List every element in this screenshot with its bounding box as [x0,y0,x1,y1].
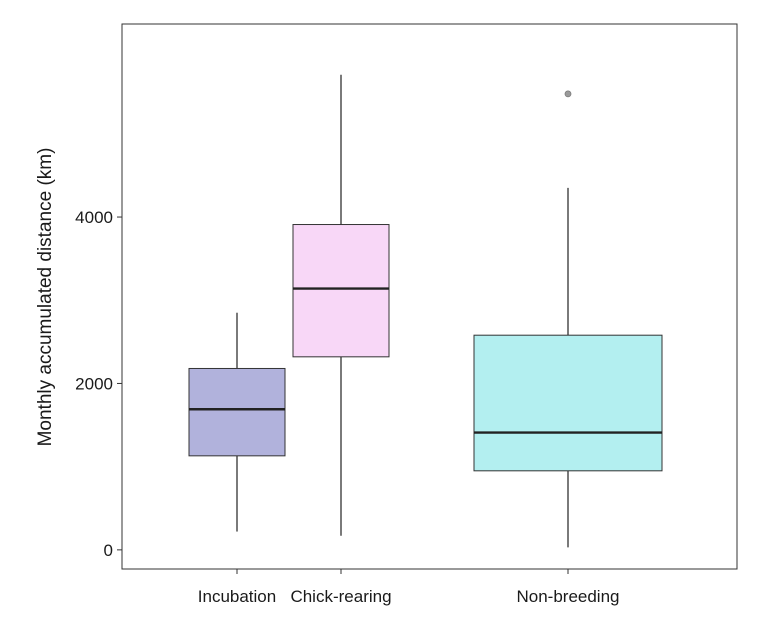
y-axis: 0 2000 4000 [75,208,122,560]
box-incubation [188,367,286,457]
x-tick-label: Non-breeding [516,587,619,606]
y-tick-label: 4000 [75,208,113,227]
box-chick-rearing [292,224,390,358]
x-tick-label: Incubation [198,587,276,606]
x-tick-label: Chick-rearing [290,587,391,606]
x-axis: Incubation Chick-rearing Non-breeding [198,569,620,606]
y-tick-label: 0 [104,541,113,560]
outlier-non-breeding [564,90,572,98]
y-axis-title: Monthly accumulated distance (km) [35,148,56,447]
boxes-layer [188,74,663,548]
y-tick-label: 2000 [75,374,113,393]
box-non-breeding [473,334,663,472]
plot-panel [121,23,738,570]
